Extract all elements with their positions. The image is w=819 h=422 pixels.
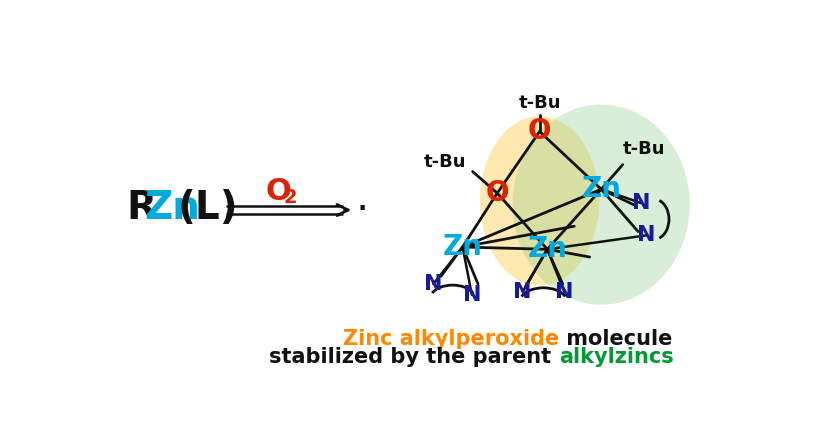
- Text: ·: ·: [355, 189, 369, 231]
- Ellipse shape: [479, 116, 599, 286]
- Text: t-Bu: t-Bu: [622, 140, 664, 158]
- Text: t-Bu: t-Bu: [423, 153, 465, 171]
- Text: Zn: Zn: [144, 189, 200, 227]
- FancyArrowPatch shape: [337, 205, 348, 216]
- Text: O: O: [485, 179, 509, 207]
- Text: R: R: [126, 189, 156, 227]
- Text: N: N: [462, 285, 481, 305]
- Text: Zinc alkylperoxide: Zinc alkylperoxide: [342, 330, 559, 349]
- Text: t-Bu: t-Bu: [518, 94, 560, 112]
- Text: Zn: Zn: [442, 233, 482, 261]
- Text: stabilized by the parent: stabilized by the parent: [269, 347, 559, 367]
- Text: Zn: Zn: [527, 235, 567, 263]
- Text: molecule: molecule: [559, 330, 672, 349]
- Text: O: O: [265, 177, 291, 206]
- Text: O: O: [527, 117, 550, 146]
- Text: N: N: [423, 274, 442, 294]
- Text: N: N: [631, 193, 649, 213]
- Ellipse shape: [512, 105, 689, 305]
- Text: 2: 2: [283, 188, 296, 207]
- Text: (L): (L): [178, 189, 238, 227]
- Text: N: N: [513, 281, 532, 302]
- Text: alkylzincs: alkylzincs: [559, 347, 672, 367]
- Text: Zn: Zn: [581, 175, 620, 203]
- Text: N: N: [636, 225, 654, 246]
- Text: N: N: [554, 281, 572, 302]
